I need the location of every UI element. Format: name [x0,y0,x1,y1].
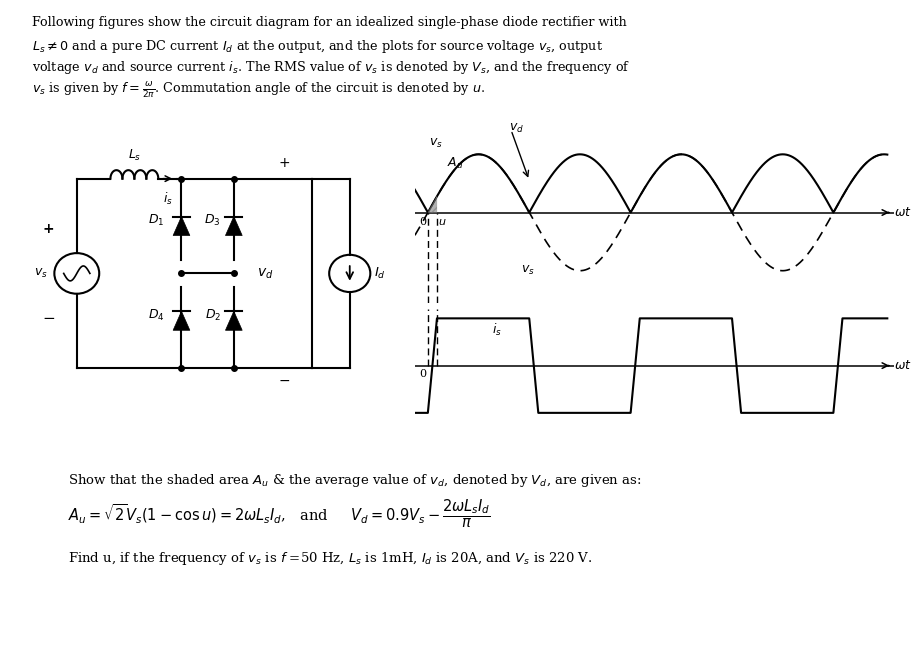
Text: $\omega t$: $\omega t$ [893,359,910,372]
Polygon shape [173,217,189,236]
Text: $i_s$: $i_s$ [162,191,172,206]
Text: $v_d$: $v_d$ [508,122,523,135]
Text: $A_u = \sqrt{2}V_s(1 - \cos u) = 2\omega L_s I_d$,   and     $V_d = 0.9V_s - \df: $A_u = \sqrt{2}V_s(1 - \cos u) = 2\omega… [68,498,491,531]
Text: +: + [278,156,290,170]
Text: $D_2$: $D_2$ [204,308,220,324]
Text: $\omega t$: $\omega t$ [893,206,910,219]
Text: $L_s$: $L_s$ [128,148,141,163]
Text: Following figures show the circuit diagram for an idealized single-phase diode r: Following figures show the circuit diagr… [32,16,626,29]
Text: 0: 0 [419,217,425,227]
Text: $D_4$: $D_4$ [148,308,165,324]
Text: $L_s \neq 0$ and a pure DC current $I_d$ at the output, and the plots for source: $L_s \neq 0$ and a pure DC current $I_d$… [32,38,602,55]
Text: +: + [43,223,55,236]
Polygon shape [225,311,242,330]
Text: $D_1$: $D_1$ [148,214,165,229]
Text: $v_d$: $v_d$ [257,266,273,281]
Text: $I_d$: $I_d$ [374,266,385,281]
Polygon shape [225,217,242,236]
Text: Show that the shaded area $A_u$ & the average value of $v_d$, denoted by $V_d$, : Show that the shaded area $A_u$ & the av… [68,472,641,489]
Text: $A_u$: $A_u$ [446,156,463,171]
Text: $-$: $-$ [278,373,290,387]
Polygon shape [173,311,189,330]
Text: $i_s$: $i_s$ [492,322,502,339]
Text: voltage $v_d$ and source current $i_s$. The RMS value of $v_s$ is denoted by $V_: voltage $v_d$ and source current $i_s$. … [32,59,630,76]
Text: $v_s$ is given by $f = \frac{\omega}{2\pi}$. Commutation angle of the circuit is: $v_s$ is given by $f = \frac{\omega}{2\p… [32,81,485,100]
Text: $v_s$: $v_s$ [429,137,443,150]
Text: 0: 0 [419,369,425,380]
Text: $D_3$: $D_3$ [204,214,220,229]
Text: Find u, if the frequency of $v_s$ is $f$ =50 Hz, $L_s$ is 1mH, $I_d$ is 20A, and: Find u, if the frequency of $v_s$ is $f$… [68,550,592,567]
Text: $u$: $u$ [437,217,445,227]
Text: $v_s$: $v_s$ [521,264,535,277]
Text: $-$: $-$ [42,311,56,324]
Text: $v_s$: $v_s$ [34,267,47,280]
